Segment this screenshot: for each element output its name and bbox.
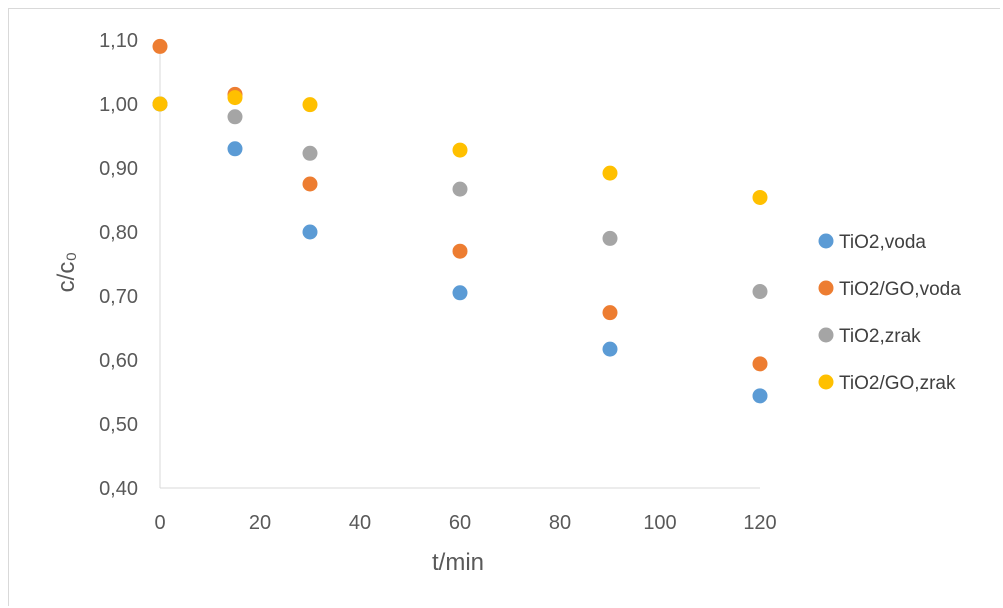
series-2 (152, 38, 768, 372)
y-tick-label: 0,80 (99, 222, 138, 244)
legend-marker (818, 280, 834, 296)
legend-label: TiO2/GO,voda (839, 279, 961, 300)
legend-label: TiO2,zrak (839, 326, 921, 347)
x-tick-label: 40 (349, 512, 371, 534)
data-point (227, 90, 243, 106)
x-tick-label: 80 (549, 512, 571, 534)
data-point (152, 96, 168, 112)
axes (159, 40, 760, 489)
data-point (602, 230, 618, 246)
y-tick-label: 0,90 (99, 158, 138, 180)
data-point (752, 189, 768, 205)
data-point (452, 142, 468, 158)
data-point (302, 97, 318, 113)
data-point (752, 388, 768, 404)
data-point (602, 305, 618, 321)
legend-label: TiO2/GO,zrak (839, 373, 956, 394)
y-tick-label: 0,60 (99, 350, 138, 372)
chart-frame (8, 8, 1000, 606)
legend-marker (818, 374, 834, 390)
data-points (152, 38, 768, 404)
y-tick-label: 0,50 (99, 414, 138, 436)
y-tick-label: 0,70 (99, 286, 138, 308)
data-point (752, 356, 768, 372)
y-tick-label: 0,40 (99, 478, 138, 500)
legend-label: TiO2,voda (839, 232, 926, 253)
y-tick-labels: 0,40 0,50 0,60 0,70 0,80 0,90 1,00 1,10 (99, 30, 138, 500)
legend-marker (818, 233, 834, 249)
data-point (227, 109, 243, 125)
x-tick-label: 20 (249, 512, 271, 534)
y-tick-label: 1,10 (99, 30, 138, 52)
legend-item: TiO2,voda (818, 232, 926, 253)
legend-marker (818, 327, 834, 343)
data-point (602, 165, 618, 181)
x-axis-title: t/min (432, 549, 484, 576)
data-point (752, 284, 768, 300)
x-tick-label: 60 (449, 512, 471, 534)
data-point (227, 141, 243, 157)
legend: TiO2,voda TiO2/GO,voda TiO2,zrak TiO2/GO,zr… (818, 232, 961, 394)
data-point (602, 341, 618, 357)
data-point (302, 224, 318, 240)
x-tick-labels: 0 20 40 60 80 100 120 (154, 512, 776, 534)
legend-item: TiO2,zrak (818, 326, 921, 347)
data-point (452, 285, 468, 301)
data-point (302, 176, 318, 192)
legend-item: TiO2/GO,voda (818, 279, 961, 300)
x-tick-label: 120 (743, 512, 776, 534)
data-point (302, 145, 318, 161)
data-point (152, 38, 168, 54)
y-tick-label: 1,00 (99, 94, 138, 116)
y-axis-title: c/c₀ (53, 252, 80, 293)
legend-item: TiO2/GO,zrak (818, 373, 956, 394)
x-tick-label: 100 (643, 512, 676, 534)
series-1 (152, 96, 768, 404)
series-4 (152, 90, 768, 205)
series-3 (152, 96, 768, 300)
data-point (452, 243, 468, 259)
data-point (452, 181, 468, 197)
x-tick-label: 0 (154, 512, 165, 534)
